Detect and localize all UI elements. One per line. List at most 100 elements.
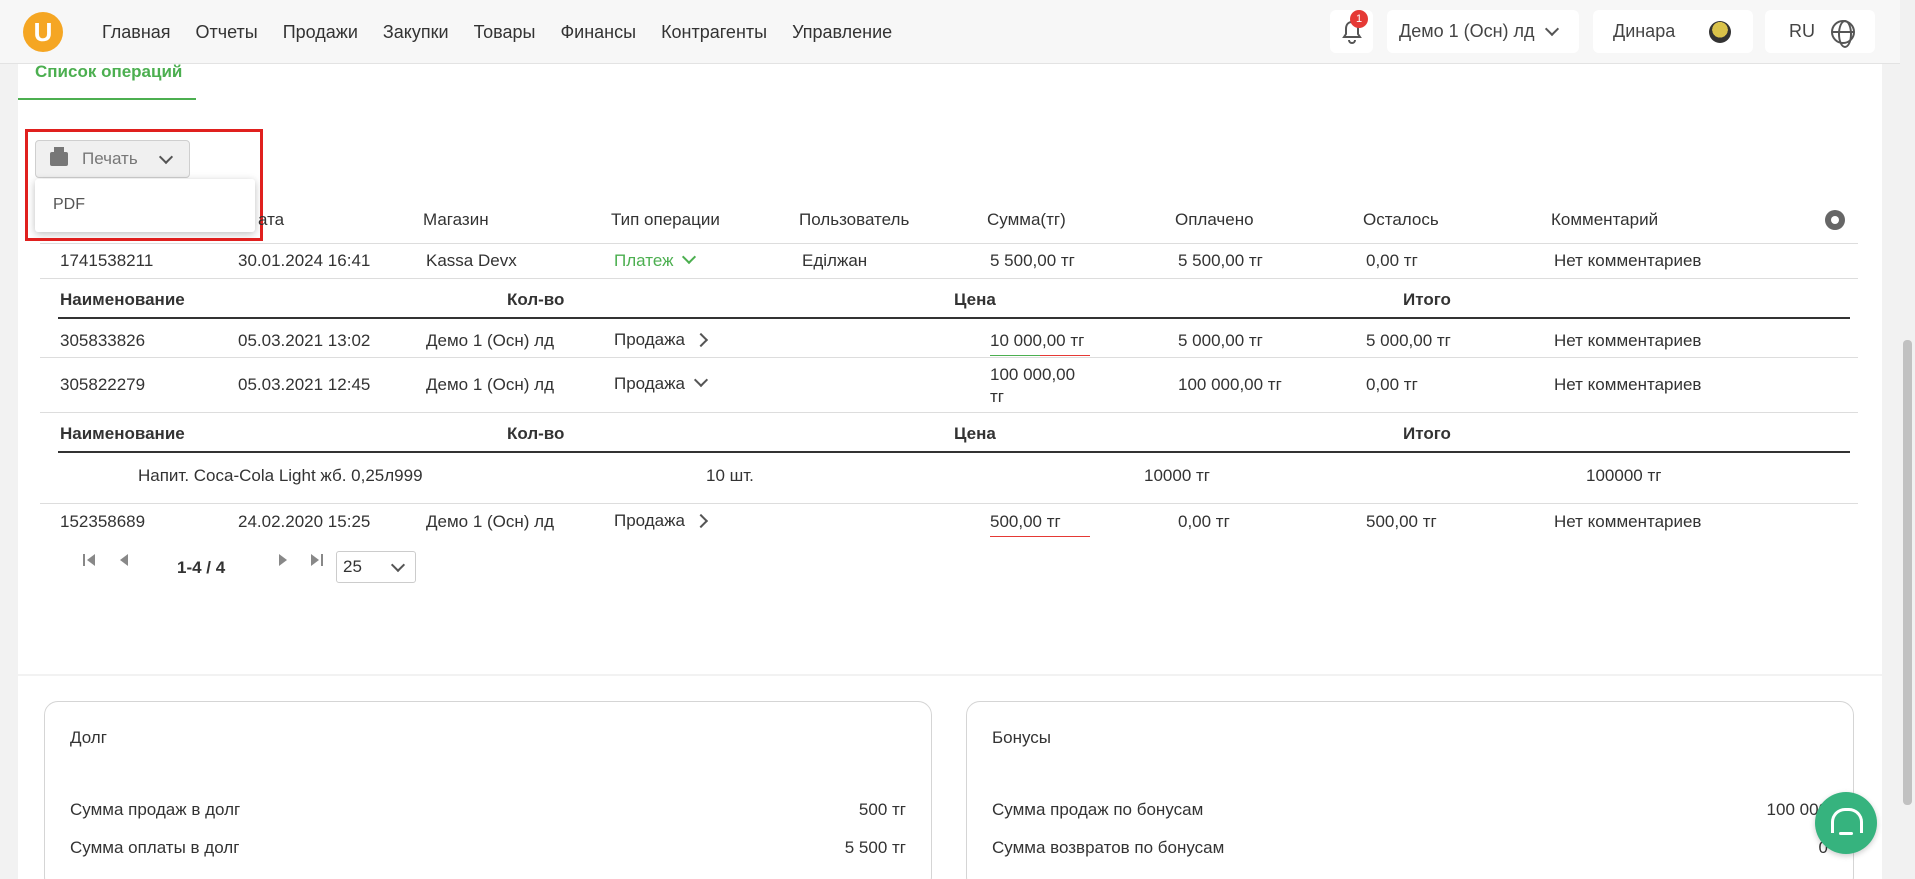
notifications-button[interactable]: 1 xyxy=(1330,10,1373,53)
divider xyxy=(40,278,1858,279)
row-sum: 10 000,00 тг xyxy=(990,331,1085,350)
prev-page-icon[interactable] xyxy=(115,550,135,570)
col-header-left[interactable]: Осталось xyxy=(1363,210,1439,229)
debt-sales-label: Сумма продаж в долг xyxy=(70,800,241,819)
item-total: 100000 тг xyxy=(1586,466,1662,485)
user-menu[interactable]: Динара xyxy=(1593,10,1753,53)
col-header-sum[interactable]: Сумма(тг) xyxy=(987,210,1066,229)
print-button[interactable]: Печать xyxy=(35,140,190,178)
next-page-icon[interactable] xyxy=(272,550,292,570)
chevron-right-icon xyxy=(693,332,708,348)
last-page-icon[interactable] xyxy=(306,550,326,570)
bonus-returns-value: 0 xyxy=(1818,838,1828,857)
print-button-label: Печать xyxy=(82,149,138,168)
printer-icon xyxy=(50,147,68,166)
nav-item-products[interactable]: Товары xyxy=(473,22,536,42)
sub-header-qty: Кол-во xyxy=(507,290,565,309)
row-left: 0,00 тг xyxy=(1366,251,1418,270)
chevron-down-icon xyxy=(158,149,174,165)
sub-divider xyxy=(58,317,1850,319)
row-paid: 0,00 тг xyxy=(1178,512,1230,531)
chevron-down-icon xyxy=(1544,21,1560,37)
row-id: 1741538211 xyxy=(60,251,154,270)
notification-badge: 1 xyxy=(1350,10,1368,28)
col-header-date[interactable]: ата xyxy=(258,210,285,229)
sub-divider xyxy=(58,451,1850,453)
user-name: Динара xyxy=(1613,21,1676,41)
row-store: Демо 1 (Осн) лд xyxy=(426,331,555,350)
row-type-toggle[interactable]: Платеж xyxy=(614,249,697,271)
support-chat-button[interactable] xyxy=(1815,792,1877,854)
row-left: 5 000,00 тг xyxy=(1366,331,1451,350)
unpaid-indicator xyxy=(990,536,1090,537)
bonus-sales-label: Сумма продаж по бонусам xyxy=(992,800,1204,819)
debt-sales-value: 500 тг xyxy=(858,800,906,819)
row-left: 500,00 тг xyxy=(1366,512,1437,531)
language-selector[interactable]: RU xyxy=(1765,10,1875,53)
store-selector-label: Демо 1 (Осн) лд xyxy=(1399,21,1535,41)
sub-header-total: Итого xyxy=(1403,290,1451,309)
item-name: Напит. Coca-Cola Light жб. 0,25л999 xyxy=(138,466,423,485)
page-size-select[interactable]: 25 xyxy=(336,551,416,583)
row-comment: Нет комментариев xyxy=(1554,331,1702,350)
nav-item-contractors[interactable]: Контрагенты xyxy=(661,22,768,42)
operations-panel xyxy=(18,64,1882,674)
sub-header-total: Итого xyxy=(1403,424,1451,443)
item-qty: 10 шт. xyxy=(706,466,754,485)
sub-header-name: Наименование xyxy=(60,290,185,309)
nav-item-finance[interactable]: Финансы xyxy=(560,22,637,42)
row-comment: Нет комментариев xyxy=(1554,375,1702,394)
scrollbar-thumb[interactable] xyxy=(1903,340,1912,805)
nav-item-purchases[interactable]: Закупки xyxy=(382,22,449,42)
row-date: 05.03.2021 13:02 xyxy=(238,331,371,350)
col-header-paid[interactable]: Оплачено xyxy=(1175,210,1254,229)
gear-icon[interactable] xyxy=(1825,210,1845,230)
col-header-user[interactable]: Пользователь xyxy=(799,210,910,229)
row-type-toggle[interactable]: Продажа xyxy=(614,330,708,350)
debt-payments-label: Сумма оплаты в долг xyxy=(70,838,240,857)
col-header-comment[interactable]: Комментарий xyxy=(1551,210,1659,229)
sub-header-name: Наименование xyxy=(60,424,185,443)
row-paid: 100 000,00 тг xyxy=(1178,375,1282,394)
row-date: 30.01.2024 16:41 xyxy=(238,251,371,270)
sub-header-price: Цена xyxy=(954,290,996,309)
tab-operations-list[interactable]: Список операций xyxy=(18,56,196,100)
nav-item-reports[interactable]: Отчеты xyxy=(195,22,258,42)
chevron-right-icon xyxy=(693,513,708,529)
language-label: RU xyxy=(1789,21,1815,41)
col-header-type[interactable]: Тип операции xyxy=(611,210,720,229)
row-sum-unit: тг xyxy=(990,387,1004,406)
col-header-store[interactable]: Магазин xyxy=(423,210,489,229)
row-id: 305822279 xyxy=(60,375,146,394)
row-sum: 100 000,00 xyxy=(990,365,1076,384)
main-nav: Главная Отчеты Продажи Закупки Товары Фи… xyxy=(102,22,917,43)
first-page-icon[interactable] xyxy=(80,550,100,570)
chevron-down-icon xyxy=(390,557,406,573)
debt-card: Долг Сумма продаж в долг 500 тг Сумма оп… xyxy=(44,701,932,879)
divider xyxy=(40,357,1858,358)
row-store: Kassa Devx xyxy=(426,251,517,270)
bonus-sales-value: 100 000 xyxy=(1766,800,1828,819)
nav-item-sales[interactable]: Продажи xyxy=(282,22,358,42)
globe-icon xyxy=(1831,20,1855,48)
avatar xyxy=(1709,21,1731,43)
unpaid-indicator xyxy=(1040,355,1090,356)
app-logo[interactable]: U xyxy=(23,12,63,52)
row-type-toggle[interactable]: Продажа xyxy=(614,372,708,394)
row-sum: 500,00 тг xyxy=(990,512,1061,531)
row-type-toggle[interactable]: Продажа xyxy=(614,511,708,531)
nav-item-management[interactable]: Управление xyxy=(792,22,893,42)
print-option-pdf[interactable]: PDF xyxy=(53,196,85,213)
row-date: 24.02.2020 15:25 xyxy=(238,512,371,531)
row-store: Демо 1 (Осн) лд xyxy=(426,375,555,394)
nav-item-home[interactable]: Главная xyxy=(102,22,171,42)
row-paid: 5 500,00 тг xyxy=(1178,251,1263,270)
sub-header-qty: Кол-во xyxy=(507,424,565,443)
row-id: 152358689 xyxy=(60,512,146,531)
store-selector[interactable]: Демо 1 (Осн) лд xyxy=(1387,10,1579,53)
bonus-returns-label: Сумма возвратов по бонусам xyxy=(992,838,1225,857)
debt-card-title: Долг xyxy=(70,728,107,747)
bonus-card-title: Бонусы xyxy=(992,728,1052,747)
bonus-card: Бонусы Сумма продаж по бонусам 100 000 С… xyxy=(966,701,1854,879)
row-date: 05.03.2021 12:45 xyxy=(238,375,371,394)
